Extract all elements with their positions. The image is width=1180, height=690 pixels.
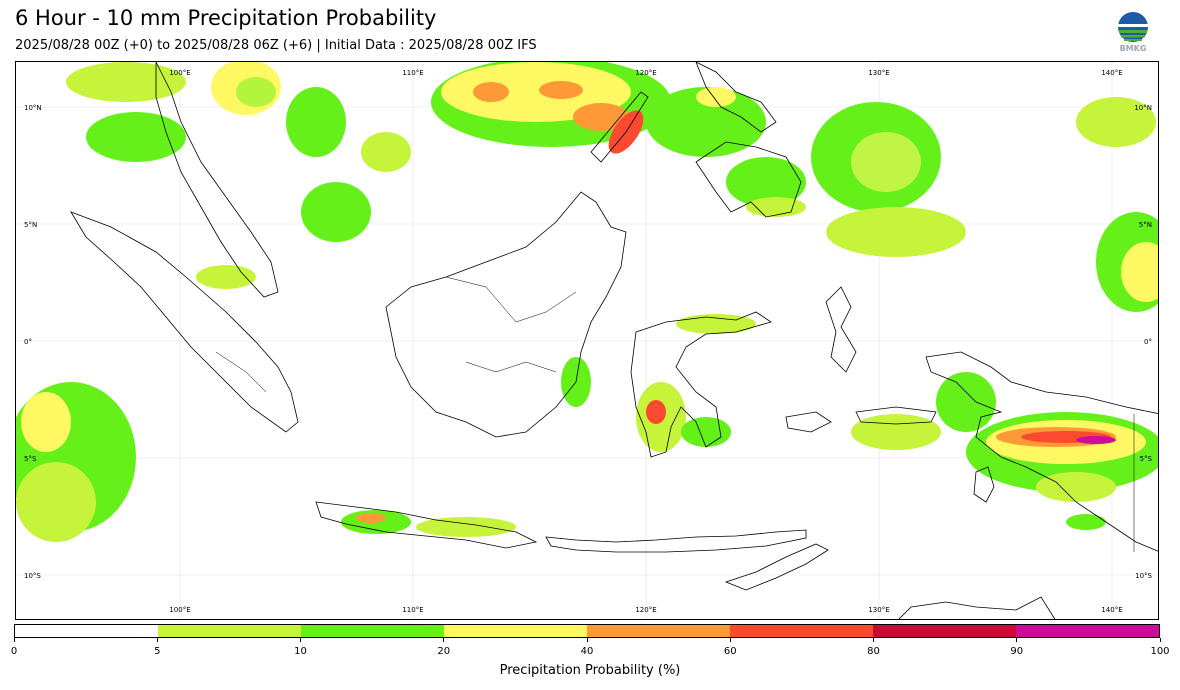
lon-label: 100°E xyxy=(169,69,190,77)
lon-label: 130°E xyxy=(868,69,889,77)
lon-labels-top: 100°E 110°E 120°E 130°E 140°E xyxy=(169,69,1122,77)
coastlines xyxy=(70,62,1158,619)
colorbar-tick-label: 100 xyxy=(1150,646,1170,657)
precip-field xyxy=(16,62,1158,542)
colorbar-tick-mark xyxy=(13,638,15,642)
colorbar-tick-label: 5 xyxy=(154,646,161,657)
lon-label: 100°E xyxy=(169,606,190,614)
lon-label: 120°E xyxy=(635,69,656,77)
colorbar-tick-mark xyxy=(300,638,301,642)
lat-label: 5°S xyxy=(24,455,37,463)
lon-label: 140°E xyxy=(1101,606,1122,614)
colorbar xyxy=(14,624,1160,638)
lon-label: 130°E xyxy=(868,606,889,614)
lat-label: 5°N xyxy=(24,221,37,229)
colorbar-tick-label: 10 xyxy=(294,646,307,657)
colorbar-tick-mark xyxy=(1016,638,1018,642)
colorbar-tick-label: 90 xyxy=(1010,646,1024,657)
lat-labels-left: 10°N 5°N 0° 5°S 10°S xyxy=(24,104,42,580)
colorbar-segment xyxy=(158,625,301,637)
lat-label: 10°S xyxy=(1135,572,1152,580)
lon-labels-bottom: 100°E 110°E 120°E 130°E 140°E xyxy=(169,606,1122,614)
bmkg-logo-text: BMKG xyxy=(1119,44,1147,53)
colorbar-tick-label: 80 xyxy=(867,646,880,657)
colorbar-segment xyxy=(1016,625,1159,637)
lat-label: 10°S xyxy=(24,572,41,580)
lat-label: 10°N xyxy=(1134,104,1152,112)
colorbar-segment xyxy=(15,625,158,637)
map-subtitle: 2025/08/28 00Z (+0) to 2025/08/28 06Z (+… xyxy=(15,38,537,53)
lat-label: 10°N xyxy=(24,104,42,112)
colorbar-tick-mark xyxy=(873,638,874,642)
borders xyxy=(215,276,1135,552)
colorbar-tick-mark xyxy=(729,638,731,642)
lat-label: 0° xyxy=(24,338,32,346)
lat-label: 5°S xyxy=(1140,455,1153,463)
map-title: 6 Hour - 10 mm Precipitation Probability xyxy=(15,6,437,30)
colorbar-tick-mark xyxy=(443,638,445,642)
colorbar-tick-label: 40 xyxy=(580,646,594,657)
graticule xyxy=(16,62,1158,619)
colorbar-tick-label: 60 xyxy=(723,646,737,657)
colorbar-segment xyxy=(873,625,1016,637)
lat-label: 0° xyxy=(1144,338,1152,346)
lon-label: 120°E xyxy=(635,606,656,614)
colorbar-label: Precipitation Probability (%) xyxy=(499,663,681,678)
lat-label: 5°N xyxy=(1139,221,1152,229)
map-canvas: 100°E 110°E 120°E 130°E 140°E 100°E 110°… xyxy=(16,62,1158,619)
colorbar-tick-mark xyxy=(1159,638,1161,642)
lat-labels-right: 10°N 5°N 0° 5°S 10°S xyxy=(1134,104,1152,580)
lon-label: 110°E xyxy=(402,606,423,614)
colorbar-segment xyxy=(301,625,444,637)
colorbar-tick-label: 20 xyxy=(437,646,451,657)
colorbar-tick-mark xyxy=(586,638,588,642)
precipitation-map: 100°E 110°E 120°E 130°E 140°E 100°E 110°… xyxy=(15,61,1159,620)
colorbar-segment xyxy=(444,625,587,637)
colorbar-segment xyxy=(730,625,873,637)
colorbar-tick-label: 0 xyxy=(10,646,18,657)
bmkg-logo-icon xyxy=(1118,12,1148,42)
lon-label: 110°E xyxy=(402,69,423,77)
lon-label: 140°E xyxy=(1101,69,1122,77)
colorbar-segment xyxy=(587,625,730,637)
colorbar-tick-mark xyxy=(156,638,158,642)
